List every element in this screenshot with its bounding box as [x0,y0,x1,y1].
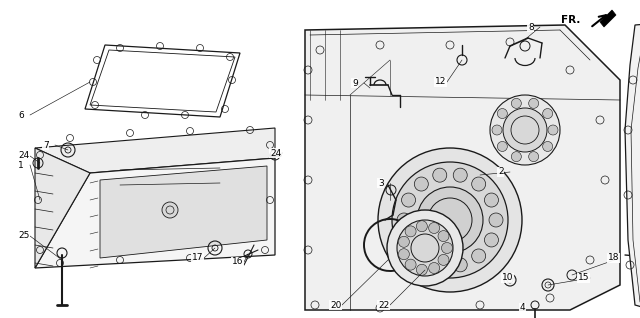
Text: 25: 25 [18,232,29,240]
Circle shape [414,249,428,263]
Text: 10: 10 [502,273,513,282]
Circle shape [511,152,522,162]
Text: 12: 12 [435,78,446,86]
Circle shape [429,263,440,273]
Circle shape [442,243,452,253]
Circle shape [398,249,410,260]
Circle shape [503,108,547,152]
Polygon shape [35,158,275,268]
Circle shape [543,108,553,119]
Polygon shape [35,128,275,173]
Circle shape [453,168,467,182]
Circle shape [378,148,522,292]
Circle shape [387,210,463,286]
Polygon shape [35,148,90,268]
Circle shape [392,162,508,278]
Circle shape [417,264,428,275]
Circle shape [401,233,415,247]
Circle shape [543,142,553,151]
Text: 17: 17 [192,253,204,262]
Text: 7: 7 [43,141,49,149]
Text: 2: 2 [498,168,504,176]
Circle shape [405,259,416,270]
Circle shape [484,193,499,207]
Circle shape [484,233,499,247]
Text: 22: 22 [378,301,389,309]
Circle shape [405,226,416,237]
Circle shape [433,258,447,272]
Circle shape [548,125,558,135]
Circle shape [414,177,428,191]
Text: 4: 4 [520,303,525,313]
Circle shape [429,223,440,233]
Text: 15: 15 [578,273,589,282]
Circle shape [417,221,428,232]
Circle shape [529,152,539,162]
Circle shape [497,108,508,119]
Circle shape [489,213,503,227]
Circle shape [472,249,486,263]
Text: 9: 9 [352,79,358,87]
Text: 6: 6 [18,110,24,120]
Circle shape [490,95,560,165]
Circle shape [453,258,467,272]
Circle shape [162,202,178,218]
Text: 18: 18 [608,253,620,262]
Circle shape [438,231,449,242]
Text: 3: 3 [378,178,384,188]
Circle shape [492,125,502,135]
Circle shape [529,98,539,108]
Circle shape [438,254,449,266]
Text: 1: 1 [18,161,24,169]
Text: 24: 24 [18,151,29,161]
Text: 8: 8 [528,23,534,31]
Circle shape [497,142,508,151]
Polygon shape [600,10,616,27]
Circle shape [398,236,410,247]
Circle shape [417,187,483,253]
Circle shape [397,213,411,227]
Text: FR.: FR. [561,15,580,25]
Circle shape [401,193,415,207]
Polygon shape [625,20,640,318]
Polygon shape [305,25,620,310]
Circle shape [472,177,486,191]
Text: 24: 24 [270,149,281,157]
Polygon shape [100,166,267,258]
Circle shape [397,220,453,276]
Circle shape [511,98,522,108]
Circle shape [433,168,447,182]
Text: 20: 20 [330,301,341,309]
Text: 16: 16 [232,258,243,266]
